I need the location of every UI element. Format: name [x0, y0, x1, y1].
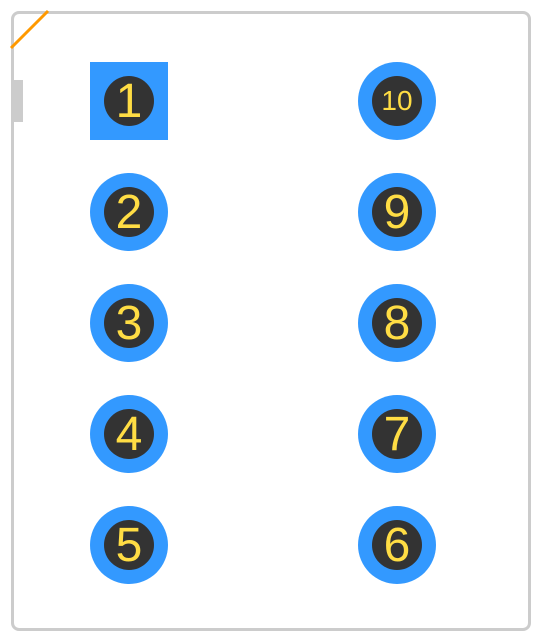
pin-2: 2 — [90, 173, 168, 251]
pin-label-3: 3 — [116, 296, 143, 351]
pin-label-4: 4 — [116, 407, 143, 462]
pin-label-9: 9 — [384, 185, 411, 240]
pin-6: 6 — [358, 506, 436, 584]
pin1-side-marker — [11, 80, 23, 122]
pin-10: 10 — [358, 62, 436, 140]
pin-8: 8 — [358, 284, 436, 362]
pin-label-10: 10 — [381, 85, 412, 117]
pin-label-5: 5 — [116, 518, 143, 573]
pin-4: 4 — [90, 395, 168, 473]
pcb-footprint-diagram: 1 2 3 4 5 6 7 8 9 10 — [0, 0, 542, 643]
pin-label-2: 2 — [116, 185, 143, 240]
pin-9: 9 — [358, 173, 436, 251]
pin-1: 1 — [90, 62, 168, 140]
pin-label-7: 7 — [384, 407, 411, 462]
pin-5: 5 — [90, 506, 168, 584]
pin-label-8: 8 — [384, 296, 411, 351]
pin-7: 7 — [358, 395, 436, 473]
package-outline — [11, 11, 531, 631]
pin-label-1: 1 — [116, 74, 143, 129]
pin-label-6: 6 — [384, 518, 411, 573]
pin-3: 3 — [90, 284, 168, 362]
